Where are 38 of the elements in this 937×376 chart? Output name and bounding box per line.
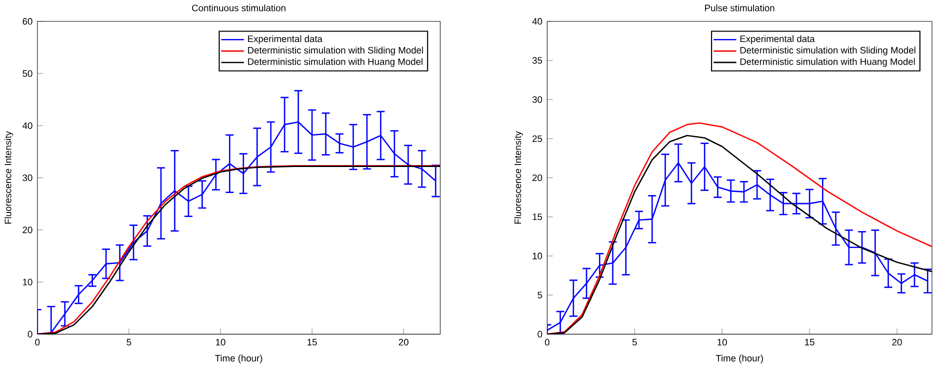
y-tick-label: 50 xyxy=(22,70,32,77)
y-axis-title: Fluorescence Intensity xyxy=(4,131,14,224)
y-tick-label: 20 xyxy=(22,226,32,234)
x-tick-label: 15 xyxy=(308,338,317,346)
x-tick-label: 20 xyxy=(398,338,408,346)
x-tick-label: 0 xyxy=(544,338,550,346)
y-tick-label: 40 xyxy=(532,18,542,25)
chart-title: Pulse stimulation xyxy=(705,4,774,12)
x-tick-label: 5 xyxy=(632,338,637,346)
chart-title: Continuous stimulation xyxy=(192,4,286,12)
y-tick-label: 40 xyxy=(22,122,32,129)
y-tick-label: 0 xyxy=(28,330,32,338)
legend-label: Deterministic simulation with Sliding Model xyxy=(248,46,423,56)
x-tick-label: 10 xyxy=(216,338,226,346)
y-tick-label: 30 xyxy=(532,96,542,103)
legend-label: Deterministic simulation with Huang Model xyxy=(248,58,422,67)
x-tick-label: 5 xyxy=(126,338,132,346)
legend-label: Experimental data xyxy=(248,35,322,44)
x-tick-label: 15 xyxy=(805,338,814,346)
y-tick-label: 25 xyxy=(532,135,542,142)
x-axis-title: Time (hour) xyxy=(215,354,262,364)
x-axis-title: Time (hour) xyxy=(716,354,763,364)
y-axis-title: Fluorescence Intensity xyxy=(514,131,523,224)
x-tick-label: 10 xyxy=(718,338,727,346)
y-tick-label: 10 xyxy=(23,278,32,286)
legend-label: Experimental data xyxy=(740,35,815,44)
y-tick-label: 30 xyxy=(22,174,32,181)
x-tick-label: 20 xyxy=(892,338,902,346)
y-tick-label: 5 xyxy=(538,292,542,298)
y-tick-label: 60 xyxy=(22,18,32,25)
legend-label: Deterministic simulation with Huang Model xyxy=(740,58,915,67)
x-tick-label: 0 xyxy=(35,338,40,346)
y-tick-label: 20 xyxy=(532,174,542,181)
y-tick-label: 35 xyxy=(532,57,542,64)
y-tick-label: 15 xyxy=(532,214,542,220)
y-tick-label: 0 xyxy=(538,330,542,338)
y-tick-label: 10 xyxy=(532,252,542,260)
legend-label: Deterministic simulation with Sliding Model xyxy=(740,46,916,56)
